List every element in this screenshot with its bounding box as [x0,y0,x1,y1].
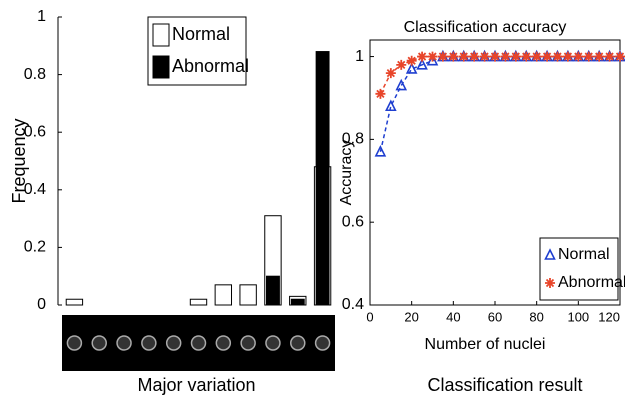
nucleus-thumbnail [66,335,83,351]
nucleus-thumbnail [314,335,331,351]
marker [385,99,397,112]
nucleus-thumbnail [190,335,207,351]
marker [437,51,448,62]
marker [385,68,396,79]
marker [458,51,469,62]
chart-title: Classification accuracy [404,19,567,36]
bar [189,298,208,306]
marker [510,51,521,62]
y-tick-label: 0.6 [24,123,46,140]
bar [65,298,84,306]
marker [562,51,573,62]
bar [214,284,233,306]
marker [542,51,553,62]
legend-marker [544,248,556,260]
marker [406,55,417,66]
nucleus-thumbnail [141,335,157,351]
nucleus-thumbnail [116,335,132,351]
bar [239,284,257,306]
marker [521,51,532,62]
legend-box [539,237,619,301]
marker [417,51,428,62]
caption: Classification result [427,375,582,395]
y-tick-label: 1 [355,48,364,65]
legend-marker [545,278,555,288]
nucleus-thumbnail [165,335,182,351]
marker [594,51,605,62]
marker [604,51,615,62]
y-tick-label: 0.4 [24,181,46,198]
nucleus-thumbnail [290,335,306,351]
marker [396,59,407,70]
y-tick-label: 0.4 [342,296,364,313]
marker [448,51,459,62]
x-tick-label: 60 [488,309,502,324]
marker [615,51,625,62]
marker [469,51,480,62]
caption: Major variation [137,375,255,395]
nucleus-thumbnail [91,335,107,351]
y-axis-label: Accuracy [338,140,355,206]
marker [490,51,500,62]
legend-label: Abnormal [172,56,249,76]
bar [290,298,305,306]
x-tick-label: 0 [366,309,373,324]
marker [374,145,387,157]
legend-label: Normal [172,24,230,44]
marker [427,51,438,62]
nucleus-thumbnail [240,335,256,351]
marker [479,51,490,62]
y-tick-label: 1 [37,8,46,25]
marker [395,78,408,91]
bar [266,275,280,306]
legend-label: Normal [558,246,610,263]
y-tick-label: 0 [37,296,46,313]
marker [583,51,594,62]
nucleus-thumbnail [265,335,281,351]
x-tick-label: 100 [567,309,589,324]
marker [426,53,439,66]
x-tick-label: 120 [598,309,620,324]
y-tick-label: 0.2 [24,239,46,256]
x-tick-label: 80 [529,309,543,324]
marker [573,51,584,62]
x-tick-label: 20 [404,309,418,324]
marker [500,51,511,62]
marker [552,51,563,62]
marker [416,58,428,70]
y-tick-label: 0.6 [342,213,364,230]
marker [405,62,418,74]
x-axis-label: Number of nuclei [425,336,546,353]
y-tick-label: 0.8 [24,66,46,83]
x-tick-label: 40 [446,309,460,324]
y-axis-label: Frequency [9,118,29,203]
marker [375,88,386,99]
y-tick-label: 0.8 [342,131,364,148]
marker [531,51,542,62]
legend-swatch [152,23,170,47]
legend-label: Abnormal [558,274,625,291]
bar [315,51,330,306]
nucleus-thumbnail [215,335,232,351]
legend-swatch [152,55,170,79]
